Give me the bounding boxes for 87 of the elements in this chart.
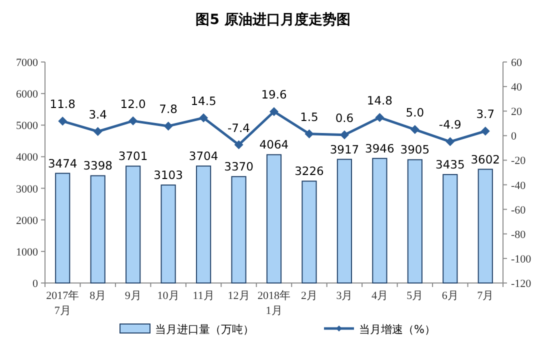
data-label: 3905 bbox=[400, 142, 430, 157]
point bbox=[199, 113, 208, 122]
bar bbox=[336, 158, 352, 284]
bar bbox=[372, 158, 388, 284]
data-label: 14.5 bbox=[190, 94, 216, 108]
data-label: 3435 bbox=[436, 158, 465, 172]
data-label: 3704 bbox=[188, 149, 218, 164]
data-label: 11.8 bbox=[50, 97, 76, 112]
point bbox=[480, 126, 490, 136]
x-tick-label: 3月 bbox=[336, 290, 353, 302]
data-label: 3398 bbox=[83, 158, 112, 173]
x-tick-label: 12月 bbox=[228, 290, 250, 302]
x-tick-label: 11月 bbox=[192, 290, 214, 302]
point bbox=[375, 112, 384, 122]
data-label: 7.8 bbox=[159, 102, 178, 116]
data-label: 3370 bbox=[224, 160, 254, 174]
x-tick-label: 2017年 7月 bbox=[46, 290, 80, 317]
y2-tick-label: -40 bbox=[511, 180, 526, 192]
data-label: 3.4 bbox=[88, 107, 107, 122]
y-tick-label: 3000 bbox=[16, 183, 38, 196]
data-label: 19.6 bbox=[261, 88, 287, 102]
x-tick-label: 7月 bbox=[477, 290, 494, 302]
bar bbox=[55, 172, 70, 284]
x-tick-label: 6月 bbox=[442, 290, 458, 302]
y-tick-label: 6000 bbox=[16, 88, 38, 101]
x-tick-label: 4月 bbox=[371, 290, 388, 302]
point bbox=[93, 126, 102, 136]
bar bbox=[126, 166, 141, 284]
legend-label: 当月进口量（万吨） bbox=[155, 323, 254, 336]
y-tick-label: 2000 bbox=[16, 214, 38, 227]
data-label: 3946 bbox=[365, 141, 394, 156]
point bbox=[410, 125, 420, 134]
data-label: 3.7 bbox=[476, 107, 495, 122]
bar bbox=[407, 159, 422, 284]
y-tick-label: 4000 bbox=[16, 152, 38, 164]
point bbox=[234, 140, 244, 150]
bar bbox=[266, 154, 282, 284]
x-tick-label: 8月 bbox=[90, 290, 106, 302]
bar bbox=[478, 168, 493, 284]
chart-title: 图5 原油进口月度走势图 bbox=[196, 11, 350, 28]
x-tick-label: 2月 bbox=[300, 290, 318, 302]
bar bbox=[231, 176, 246, 284]
y-tick-label: 0 bbox=[32, 278, 38, 290]
y2-tick-label: -20 bbox=[511, 155, 526, 168]
y-tick-label: 1000 bbox=[16, 246, 38, 258]
y2-tick-label: 20 bbox=[511, 106, 522, 118]
data-label: 3917 bbox=[330, 142, 360, 156]
data-label: -4.9 bbox=[438, 118, 462, 132]
x-tick-label: 10月 bbox=[157, 290, 180, 302]
y-tick-label: 7000 bbox=[16, 57, 38, 69]
point bbox=[270, 107, 278, 116]
bar bbox=[196, 166, 212, 284]
y2-tick-label: -120 bbox=[511, 278, 532, 290]
point bbox=[128, 116, 138, 126]
data-label: 5.0 bbox=[406, 106, 424, 120]
bar bbox=[90, 175, 106, 284]
x-tick-label: 9月 bbox=[124, 290, 142, 302]
bar bbox=[160, 184, 176, 284]
data-label: 1.5 bbox=[300, 110, 318, 124]
bar bbox=[442, 174, 458, 284]
y2-tick-label: 40 bbox=[511, 82, 522, 94]
y2-tick-label: -100 bbox=[511, 253, 532, 266]
y2-tick-label: -80 bbox=[511, 228, 526, 241]
data-label: 3701 bbox=[118, 149, 148, 164]
x-tick-label: 5月 bbox=[406, 290, 424, 302]
data-label: 3474 bbox=[48, 156, 78, 170]
y2-tick-label: 60 bbox=[511, 57, 522, 69]
legend-label: 当月增速（%） bbox=[359, 323, 436, 336]
y2-tick-label: -60 bbox=[511, 204, 526, 216]
x-tick-label: 2018年 1月 bbox=[258, 290, 290, 317]
data-label: -7.4 bbox=[228, 120, 250, 135]
data-label: 12.0 bbox=[120, 96, 146, 111]
data-label: 0.6 bbox=[335, 110, 354, 125]
point bbox=[58, 116, 68, 126]
data-label: 3226 bbox=[294, 164, 324, 178]
point bbox=[304, 129, 314, 138]
bar bbox=[302, 180, 317, 284]
data-label: 4064 bbox=[259, 138, 289, 152]
point bbox=[446, 137, 455, 146]
data-label: 14.8 bbox=[366, 93, 392, 108]
legend-当月进口量（万吨）: 当月进口量（万吨） bbox=[120, 323, 254, 336]
data-label: 3602 bbox=[470, 152, 500, 166]
data-label: 3103 bbox=[154, 168, 183, 182]
legend-当月增速（%）: 当月增速（%） bbox=[324, 323, 436, 336]
point bbox=[164, 122, 173, 131]
y-tick-label: 5000 bbox=[16, 120, 38, 132]
y2-tick-label: 0 bbox=[511, 130, 517, 143]
